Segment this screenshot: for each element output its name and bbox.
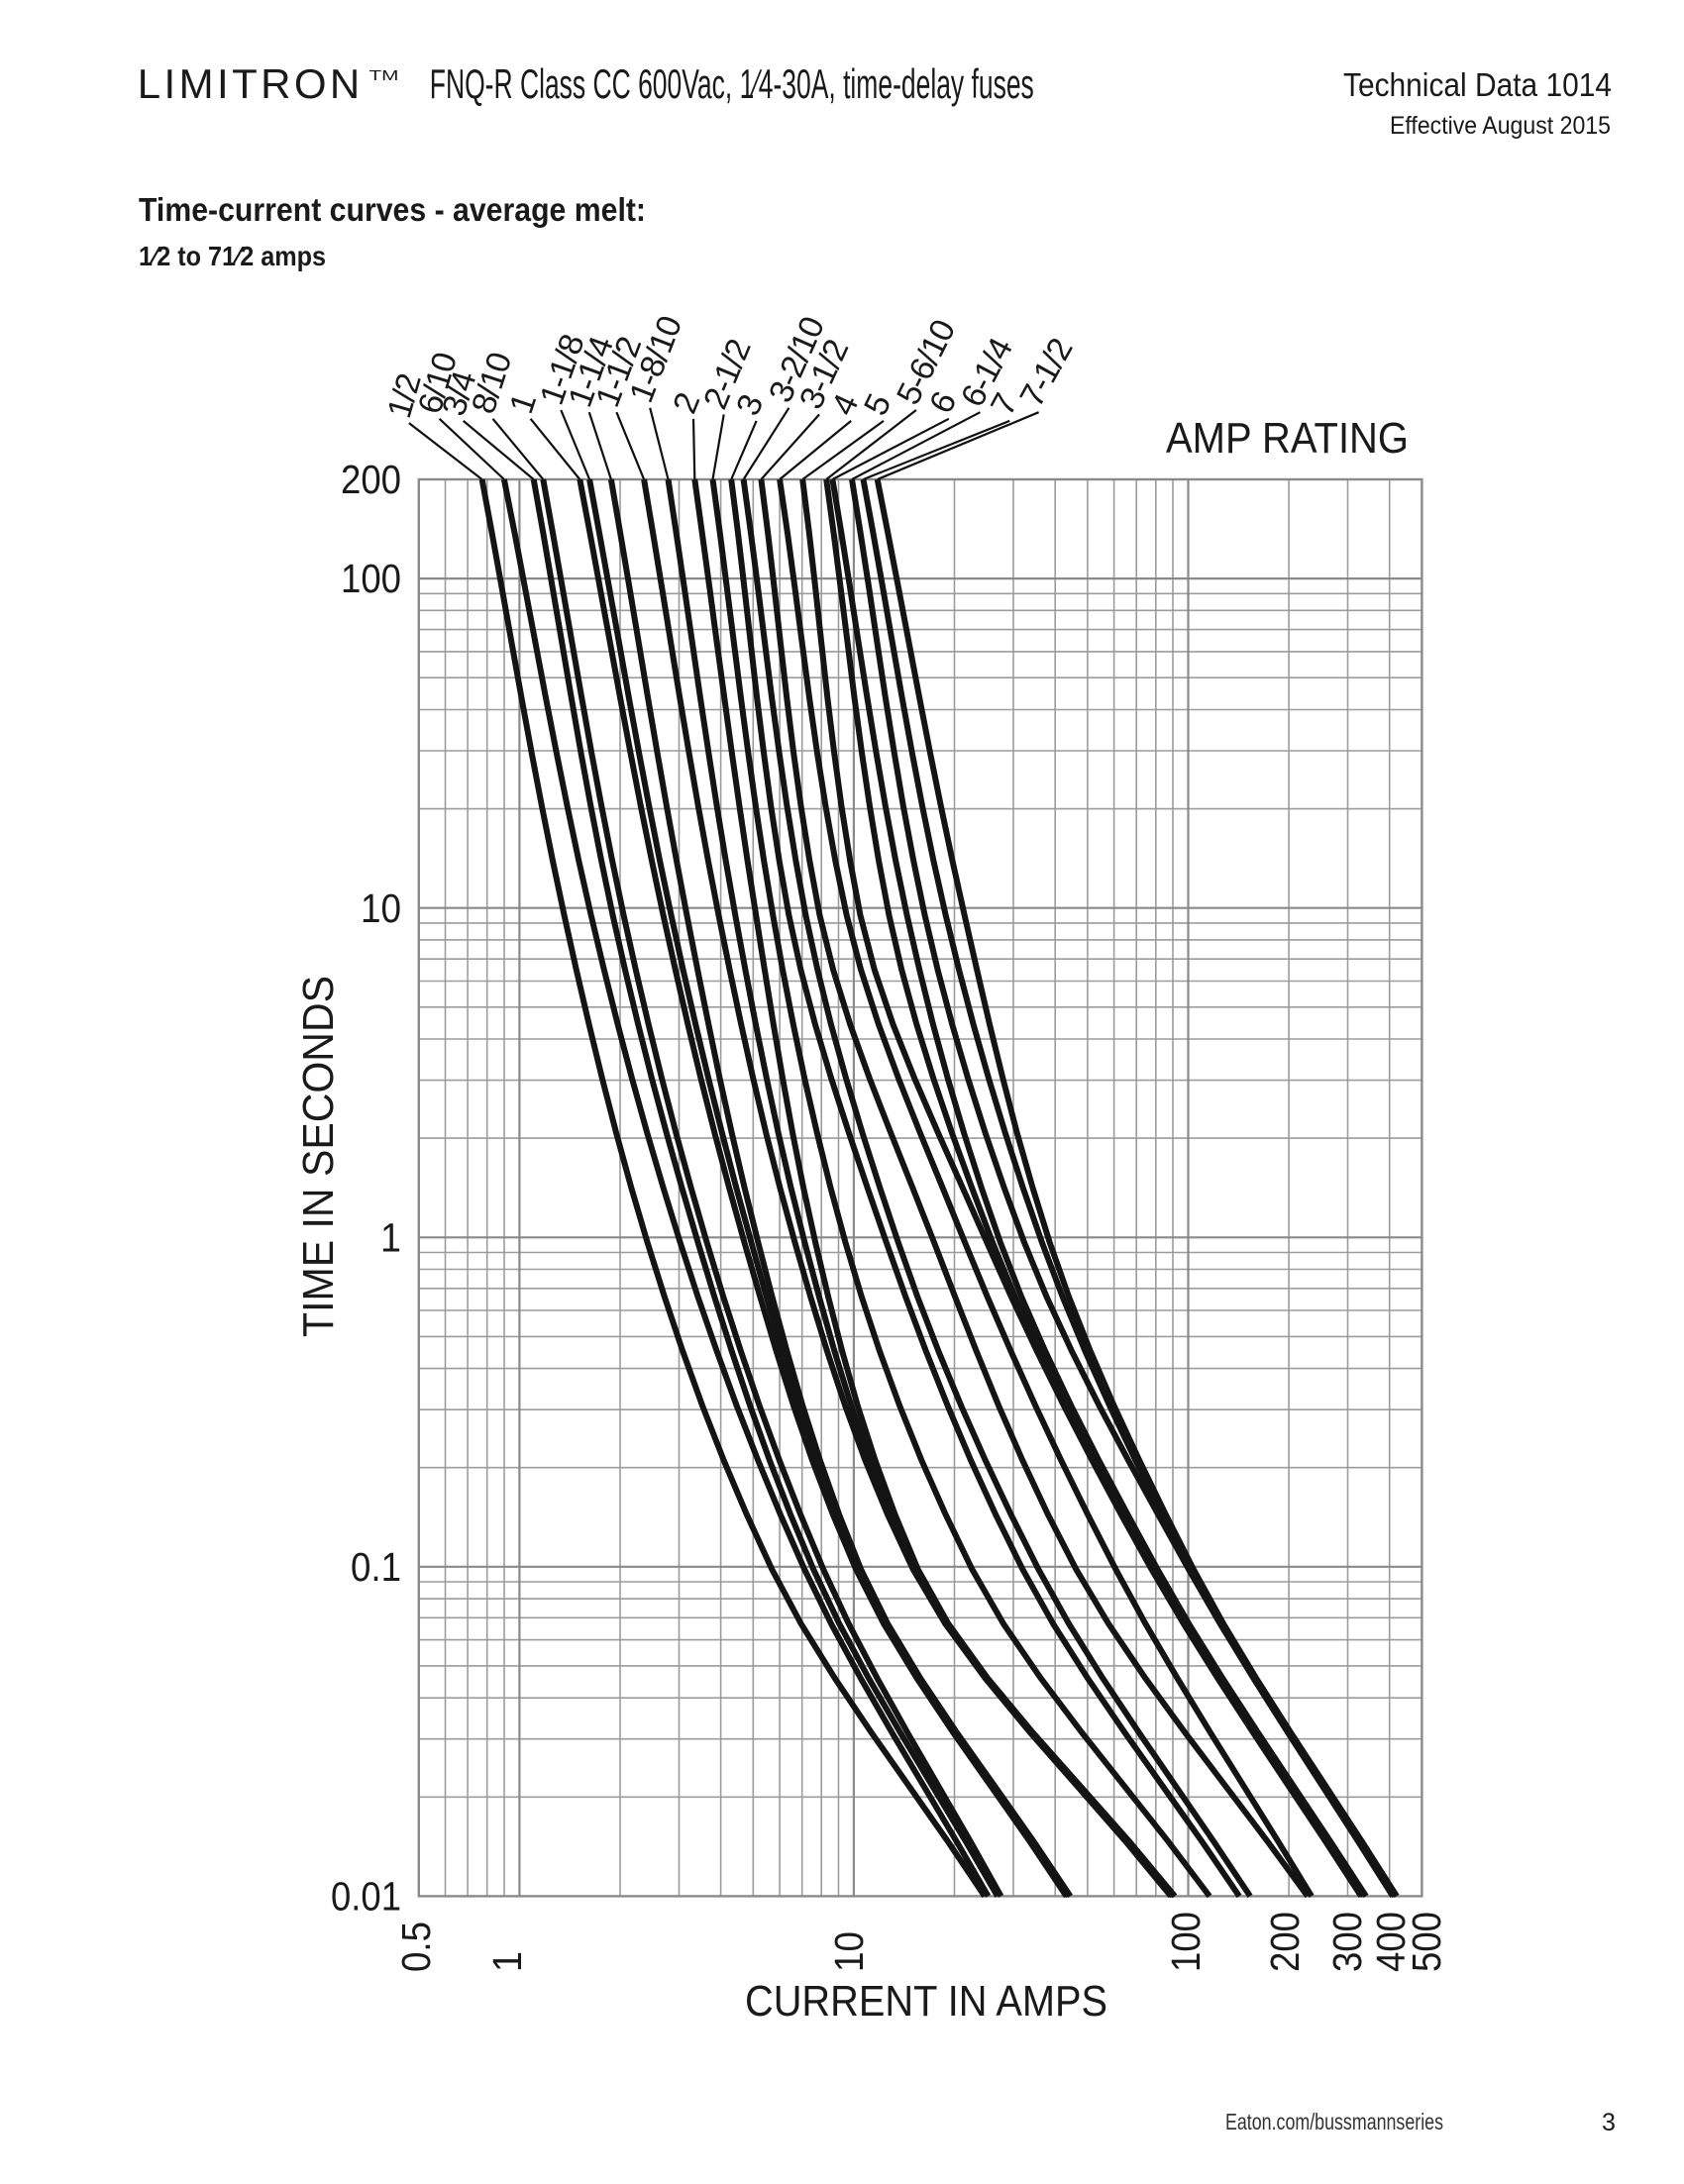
svg-text:500: 500: [1404, 1912, 1449, 1972]
svg-text:1: 1: [380, 1214, 401, 1260]
svg-text:TM: TM: [369, 67, 399, 84]
svg-text:100: 100: [1163, 1912, 1209, 1972]
svg-text:3: 3: [1602, 2109, 1616, 2136]
svg-text:FNQ-R Class CC 600Vac, 1⁄4-30A: FNQ-R Class CC 600Vac, 1⁄4-30A, time-del…: [430, 60, 1034, 107]
svg-text:1⁄2 to 71⁄2 amps: 1⁄2 to 71⁄2 amps: [139, 241, 326, 271]
svg-text:TIME IN SECONDS: TIME IN SECONDS: [294, 976, 343, 1337]
svg-text:200: 200: [341, 457, 401, 502]
svg-text:1: 1: [484, 1951, 530, 1972]
svg-text:Effective August 2015: Effective August 2015: [1390, 112, 1611, 140]
svg-text:200: 200: [1262, 1912, 1308, 1972]
svg-text:LIMITRON: LIMITRON: [138, 60, 364, 107]
svg-text:10: 10: [826, 1931, 872, 1972]
svg-text:Eaton.com/bussmannseries: Eaton.com/bussmannseries: [1225, 2109, 1443, 2134]
svg-text:10: 10: [361, 885, 401, 931]
svg-text:100: 100: [341, 556, 401, 601]
svg-text:0.1: 0.1: [351, 1544, 401, 1590]
svg-text:AMP RATING: AMP RATING: [1166, 414, 1409, 463]
svg-text:Technical Data 1014: Technical Data 1014: [1343, 66, 1612, 103]
svg-text:Time-current curves - average: Time-current curves - average melt:: [139, 191, 646, 228]
svg-text:400: 400: [1368, 1912, 1414, 1972]
svg-text:300: 300: [1324, 1912, 1370, 1972]
svg-text:0.5: 0.5: [393, 1922, 439, 1972]
svg-text:CURRENT IN AMPS: CURRENT IN AMPS: [745, 1977, 1107, 2026]
svg-text:0.01: 0.01: [331, 1874, 401, 1920]
